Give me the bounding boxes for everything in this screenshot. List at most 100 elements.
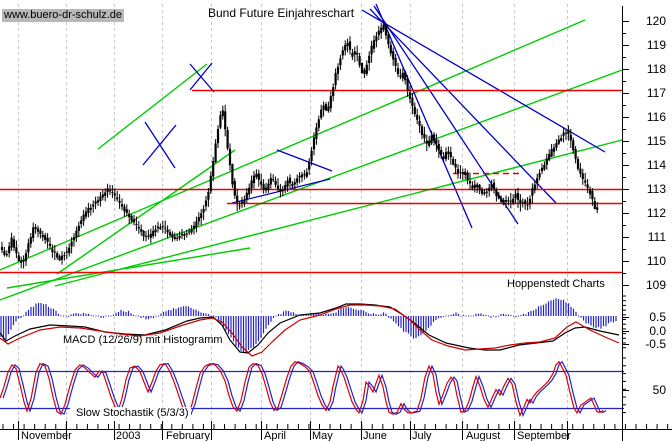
candle-body [300, 174, 304, 178]
macd-histogram-dot [210, 315, 212, 317]
candle-body [226, 129, 229, 149]
candle-body [238, 205, 241, 207]
candle-body [401, 72, 404, 79]
candle-body [111, 191, 114, 193]
macd-axis-label: 0.0 [649, 324, 666, 338]
candle-body [166, 229, 169, 233]
candle-body [36, 228, 40, 232]
candle-body [394, 57, 397, 66]
candle-body [32, 227, 35, 238]
price-axis-label: 111 [647, 230, 666, 244]
macd-histogram-dot [275, 315, 277, 317]
candle-body [137, 226, 140, 229]
trendline-blue [189, 62, 213, 91]
candle-body [212, 161, 215, 177]
candle-body [147, 235, 150, 237]
candle-body [327, 106, 330, 112]
trendline-green [6, 247, 251, 289]
candle-body [209, 175, 212, 192]
candle-body [20, 260, 23, 263]
candle-body [180, 233, 184, 236]
candle-body [250, 180, 253, 189]
candle-body [574, 149, 577, 160]
candle-body [3, 250, 6, 255]
candle-body [512, 198, 515, 203]
candle-body [502, 200, 505, 205]
candle-body [576, 159, 580, 169]
candle-body [279, 189, 282, 192]
candle-body [72, 236, 76, 241]
price-axis-label: 118 [646, 62, 666, 76]
candle-body [0, 246, 4, 251]
macd-histogram-dot [213, 315, 214, 317]
macd-axis-label: -0.5 [645, 337, 666, 351]
candle-body [588, 189, 592, 195]
macd-histogram-dot [158, 315, 159, 317]
candle-body [118, 200, 121, 203]
candle-body [478, 184, 481, 191]
candle-body [444, 152, 448, 160]
candle-body [596, 207, 599, 210]
candle-body [149, 233, 152, 238]
candle-body [233, 181, 236, 196]
candle-body [255, 173, 258, 178]
macd-histogram-dot [448, 315, 449, 317]
candle-body [540, 167, 544, 172]
price-axis-label: 110 [646, 254, 666, 268]
candle-body [228, 148, 232, 166]
candle-body [51, 248, 54, 253]
candle-body [142, 230, 145, 237]
candle-body [123, 206, 126, 212]
candle-body [317, 119, 320, 128]
month-label: April [264, 430, 287, 441]
trendline-blue [189, 63, 215, 93]
candle-body [308, 162, 311, 170]
macd-histogram-dot [445, 315, 447, 317]
candle-body [519, 199, 522, 204]
candle-body [82, 214, 85, 221]
macd-panel-label: MACD (12/26/9) mit Histogramm [63, 334, 223, 346]
macd-histogram-dot [470, 315, 472, 317]
candle-body [461, 172, 464, 175]
candle-body [490, 184, 493, 189]
candle-body [262, 184, 265, 190]
candle-body [248, 187, 251, 195]
trendline-green [0, 19, 586, 271]
candle-body [488, 187, 491, 191]
candle-body [192, 225, 196, 229]
candle-body [159, 227, 162, 230]
macd-histogram-dot [155, 315, 157, 317]
candle-body [356, 52, 359, 55]
candle-body [339, 58, 342, 66]
candle-body [231, 164, 234, 185]
candle-body [370, 45, 373, 55]
candle-body [360, 62, 364, 74]
candle-body [552, 147, 556, 152]
candle-body [48, 243, 52, 247]
candle-body [130, 215, 133, 221]
candle-body [416, 114, 419, 120]
macd-histogram-dot [65, 315, 67, 317]
candle-body [195, 221, 198, 228]
candle-body [286, 180, 289, 187]
macd-histogram-dot [488, 315, 489, 317]
candle-body [87, 207, 90, 213]
candle-body [500, 197, 503, 203]
candle-body [281, 190, 284, 192]
candle-body [27, 243, 30, 253]
price-axis-label: 112 [646, 206, 666, 220]
candle-body [65, 251, 68, 253]
candle-body [399, 75, 402, 77]
candle-body [404, 71, 407, 81]
candle-body [291, 183, 294, 187]
candle-body [454, 163, 457, 168]
price-axis-label: 114 [646, 158, 666, 172]
candle-body [406, 78, 409, 91]
candle-body [375, 36, 378, 42]
candle-body [413, 106, 416, 115]
candle-body [156, 226, 160, 229]
candle-body [389, 44, 392, 54]
candle-body [243, 199, 246, 203]
candle-body [224, 111, 227, 130]
candle-body [173, 236, 176, 239]
